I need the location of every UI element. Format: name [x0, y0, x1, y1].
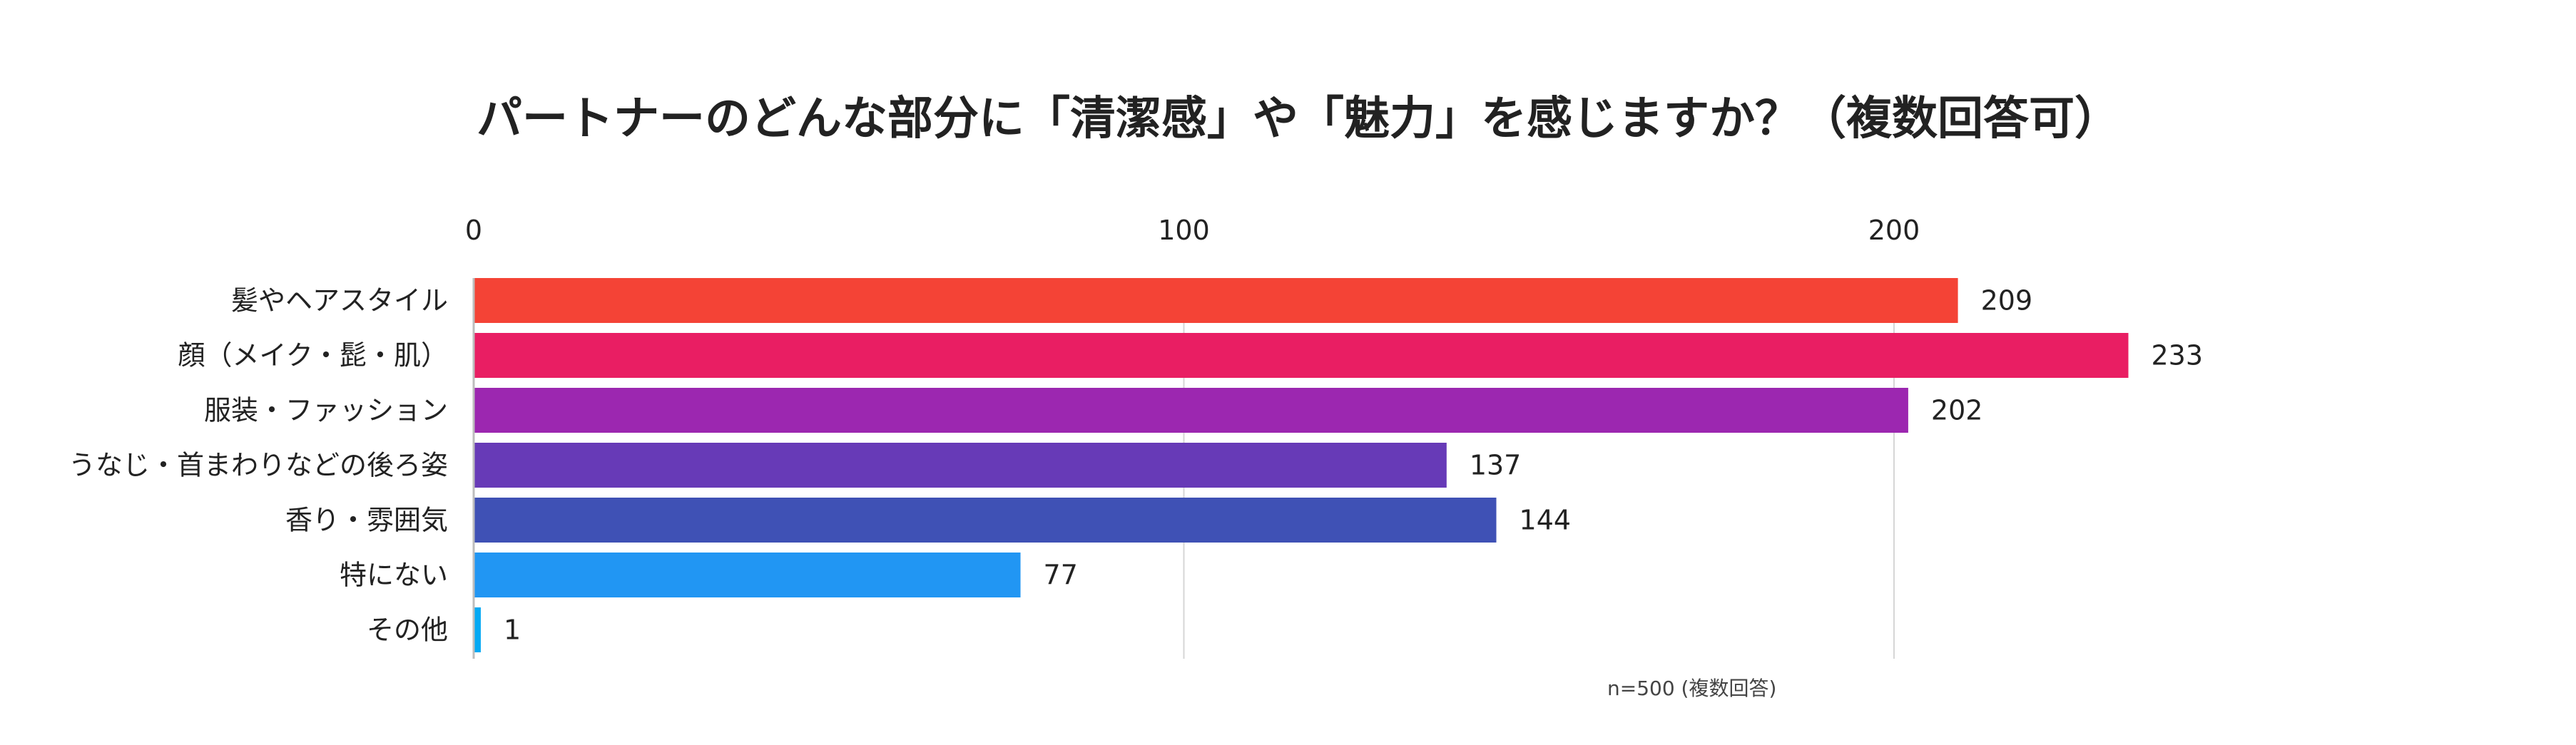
- x-axis-ticks: 0 100 200: [465, 215, 1920, 246]
- bar: [474, 333, 2129, 378]
- data-label: 209: [1981, 285, 2033, 317]
- category-label: 香り・雰囲気: [285, 505, 448, 536]
- bars: [474, 278, 2129, 652]
- bar: [474, 607, 481, 652]
- data-label: 1: [504, 615, 521, 646]
- data-label: 77: [1044, 560, 1078, 591]
- category-label: 特にない: [340, 560, 448, 591]
- x-tick-label: 0: [465, 215, 482, 246]
- value-labels: 209 233 202 137 144 77 1: [504, 285, 2203, 646]
- x-tick-label: 100: [1158, 215, 1210, 246]
- category-label: その他: [367, 615, 448, 646]
- bar: [474, 278, 1958, 323]
- bar: [474, 388, 1908, 433]
- sample-size-note: n=500 (複数回答): [1607, 677, 1776, 700]
- data-label: 144: [1519, 505, 1572, 536]
- category-label: 髪やヘアスタイル: [231, 285, 448, 317]
- category-label: 服装・ファッション: [204, 395, 448, 426]
- bar: [474, 553, 1021, 597]
- x-tick-label: 200: [1868, 215, 1920, 246]
- data-label: 202: [1931, 395, 1983, 426]
- chart-title: パートナーのどんな部分に「清潔感」や「魅力」を感じますか？（複数回答可）: [477, 93, 2120, 145]
- data-label: 137: [1470, 450, 1522, 481]
- category-label: うなじ・首まわりなどの後ろ姿: [68, 450, 448, 481]
- category-label: 顔（メイク・髭・肌）: [178, 340, 448, 371]
- bar: [474, 498, 1497, 543]
- data-label: 233: [2152, 340, 2204, 371]
- bar: [474, 443, 1447, 488]
